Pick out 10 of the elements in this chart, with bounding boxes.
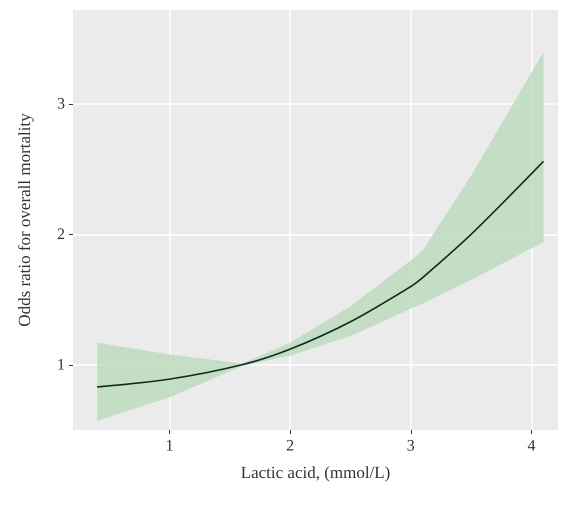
x-tick-label: 3 (406, 438, 415, 454)
y-axis-title: Odds ratio for overall mortality (15, 112, 34, 327)
y-tick-label: 1 (57, 356, 65, 374)
line-series (96, 160, 544, 388)
x-axis-title: Lactic acid, (mmol/L) (240, 463, 390, 482)
y-tick-label: 2 (57, 226, 65, 243)
y-tick-label: 3 (57, 95, 65, 112)
x-tick-label: 1 (166, 438, 174, 454)
x-tick-label: 4 (527, 438, 536, 454)
x-tick-label: 2 (286, 438, 294, 454)
